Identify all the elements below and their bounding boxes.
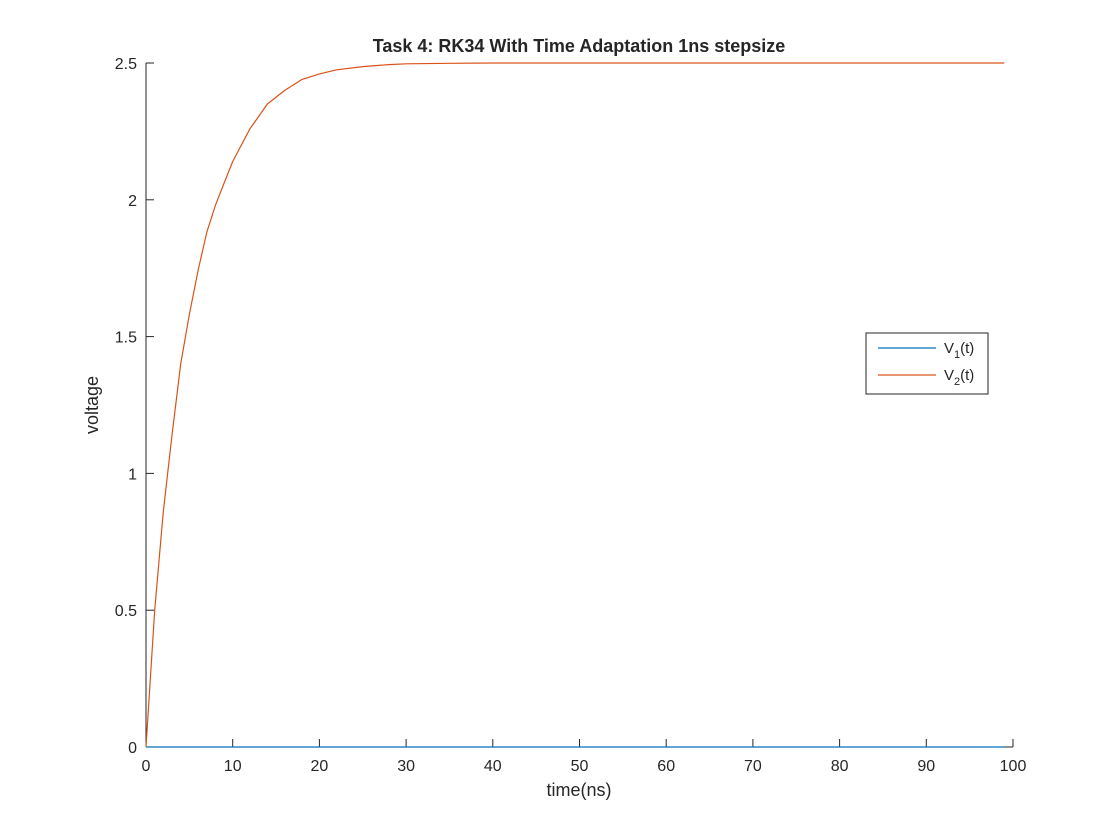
legend-box [865,332,989,395]
x-tick-label: 100 [1000,758,1027,775]
legend: V1(t) V2(t) [865,332,989,395]
legend-label-2: V2(t) [944,367,974,388]
y-tick-label: 2 [128,193,137,210]
x-axis-label: time(ns) [546,780,611,800]
y-axis-label: voltage [82,376,102,434]
x-tick-label: 30 [397,758,415,775]
x-tick-label: 20 [311,758,329,775]
x-tick-label: 80 [831,758,849,775]
y-tick-label: 1 [128,466,137,483]
x-tick-label: 40 [484,758,502,775]
x-tick-label: 90 [917,758,935,775]
x-tick-label: 70 [744,758,762,775]
y-tick-label: 2.5 [115,56,137,73]
x-tick-label: 10 [224,758,242,775]
y-tick-label: 0 [128,740,137,757]
series-line-2 [145,62,1005,748]
plot-area: 0 10 20 30 40 50 60 70 80 90 100 0 0.5 1 1.5 2 2.5 [115,56,1027,775]
x-tick-label: 0 [142,758,151,775]
y-tick-label: 1.5 [115,330,137,347]
chart-title: Task 4: RK34 With Time Adaptation 1ns st… [373,36,786,56]
x-tick-label: 60 [657,758,675,775]
x-tick-label: 50 [571,758,589,775]
legend-label-1: V1(t) [944,340,974,361]
y-tick-label: 0.5 [115,603,137,620]
